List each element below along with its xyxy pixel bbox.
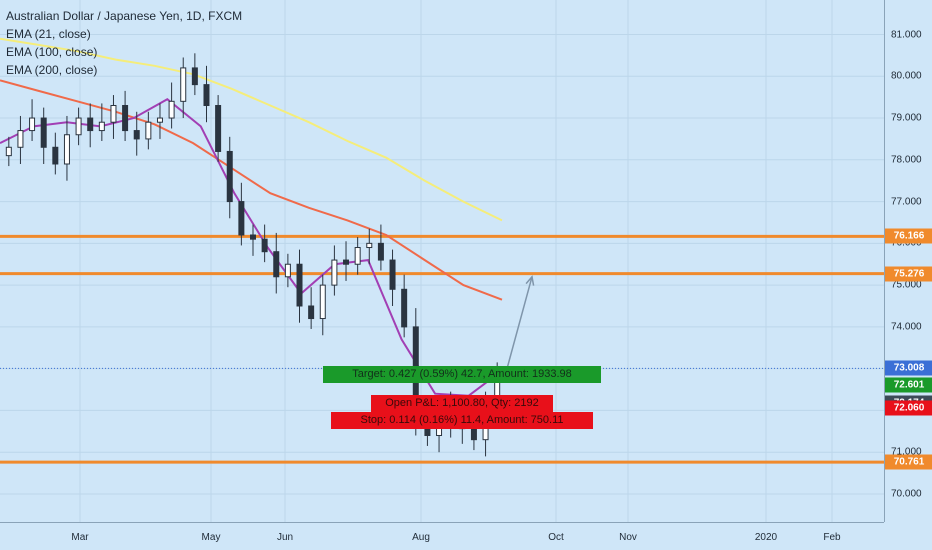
price-axis[interactable]: 70.00071.00072.00073.00074.00075.00076.0… xyxy=(884,0,932,522)
candle-body-30 xyxy=(354,247,361,265)
price-label-6: 70.761 xyxy=(885,454,932,470)
candle-body-7 xyxy=(87,117,94,132)
price-label-5: 72.060 xyxy=(885,400,932,416)
ema200-line xyxy=(0,37,503,222)
candle-body-11 xyxy=(133,130,140,140)
price-tick-11: 81.000 xyxy=(891,29,922,40)
candle-body-14 xyxy=(168,100,175,119)
price-tick-1: 71.000 xyxy=(891,446,922,458)
time-tick-0: Mar xyxy=(71,532,89,543)
price-label-3: 72.601 xyxy=(885,377,932,393)
target-tag[interactable]: Target: 0.427 (0.59%) 42.7, Amount: 1933… xyxy=(323,366,601,383)
legend-ema200[interactable]: EMA (200, close) xyxy=(6,63,98,77)
ema100-line xyxy=(0,79,503,301)
candle-body-29 xyxy=(343,259,350,265)
candle-body-26 xyxy=(308,305,315,320)
price-tick-0: 70.000 xyxy=(891,488,922,500)
candle-body-3 xyxy=(40,117,47,148)
price-tick-7: 77.000 xyxy=(891,196,922,208)
time-tick-5: Nov xyxy=(619,532,637,543)
time-tick-1: May xyxy=(201,532,221,543)
candle-body-1 xyxy=(17,130,24,148)
legend-ema100[interactable]: EMA (100, close) xyxy=(6,45,98,59)
candle-body-28 xyxy=(331,259,338,286)
candle-body-4 xyxy=(52,146,59,165)
candle-body-15 xyxy=(180,67,187,102)
ema21-line xyxy=(0,97,503,397)
candle-body-2 xyxy=(29,117,36,132)
candle-body-9 xyxy=(110,105,117,123)
time-tick-2: Jun xyxy=(276,532,294,543)
candle-body-12 xyxy=(145,121,152,140)
candle-body-10 xyxy=(122,105,129,132)
candle-body-17 xyxy=(203,84,210,107)
price-label-0: 76.166 xyxy=(885,228,932,244)
candle-body-5 xyxy=(63,134,70,165)
price-tick-4: 74.000 xyxy=(891,321,922,333)
time-tick-7: Feb xyxy=(823,532,841,543)
candle-body-21 xyxy=(250,234,256,240)
candle-body-40 xyxy=(470,426,477,441)
time-axis[interactable]: Mar May Jun Aug Oct Nov 2020 Feb xyxy=(0,522,884,550)
candle-body-27 xyxy=(319,284,326,320)
candle-body-23 xyxy=(273,251,280,278)
candle-body-34 xyxy=(401,288,408,328)
price-label-1: 75.276 xyxy=(885,266,932,282)
price-label-2: 73.008 xyxy=(885,360,932,376)
candle-body-25 xyxy=(296,263,303,307)
price-tick-10: 80.000 xyxy=(891,70,922,82)
price-tick-8: 78.000 xyxy=(891,154,922,166)
candle-body-0 xyxy=(5,146,12,157)
candle-body-31 xyxy=(366,242,373,249)
price-tick-5: 75.000 xyxy=(891,279,922,291)
time-tick-3: Aug xyxy=(412,532,430,543)
time-tick-4: Oct xyxy=(548,532,564,543)
candle-body-22 xyxy=(261,238,268,253)
candle-body-33 xyxy=(389,259,396,290)
open-pnl-tag[interactable]: Open P&L: 1,100.80, Qty: 2192 xyxy=(371,395,553,412)
price-tick-9: 79.000 xyxy=(891,112,922,124)
candle-body-32 xyxy=(377,242,384,261)
candle-body-8 xyxy=(98,121,105,132)
projection-arrow-head xyxy=(525,275,535,286)
projection-arrow-shaft xyxy=(506,276,533,369)
stop-tag[interactable]: Stop: 0.114 (0.16%) 11.4, Amount: 750.11 xyxy=(331,412,593,429)
candle-body-6 xyxy=(75,117,82,136)
plot-area[interactable]: Australian Dollar / Japanese Yen, 1D, FX… xyxy=(0,0,884,522)
candle-body-16 xyxy=(191,67,198,86)
candle-body-13 xyxy=(156,117,163,123)
candle-body-19 xyxy=(226,150,233,203)
chart-legend: Australian Dollar / Japanese Yen, 1D, FX… xyxy=(6,7,242,79)
legend-title: Australian Dollar / Japanese Yen, 1D, FX… xyxy=(6,9,243,23)
time-tick-6: 2020 xyxy=(754,532,778,543)
candle-body-24 xyxy=(284,263,291,278)
candle-body-18 xyxy=(215,105,222,152)
legend-ema21[interactable]: EMA (21, close) xyxy=(6,27,91,41)
candle-body-20 xyxy=(238,201,245,236)
